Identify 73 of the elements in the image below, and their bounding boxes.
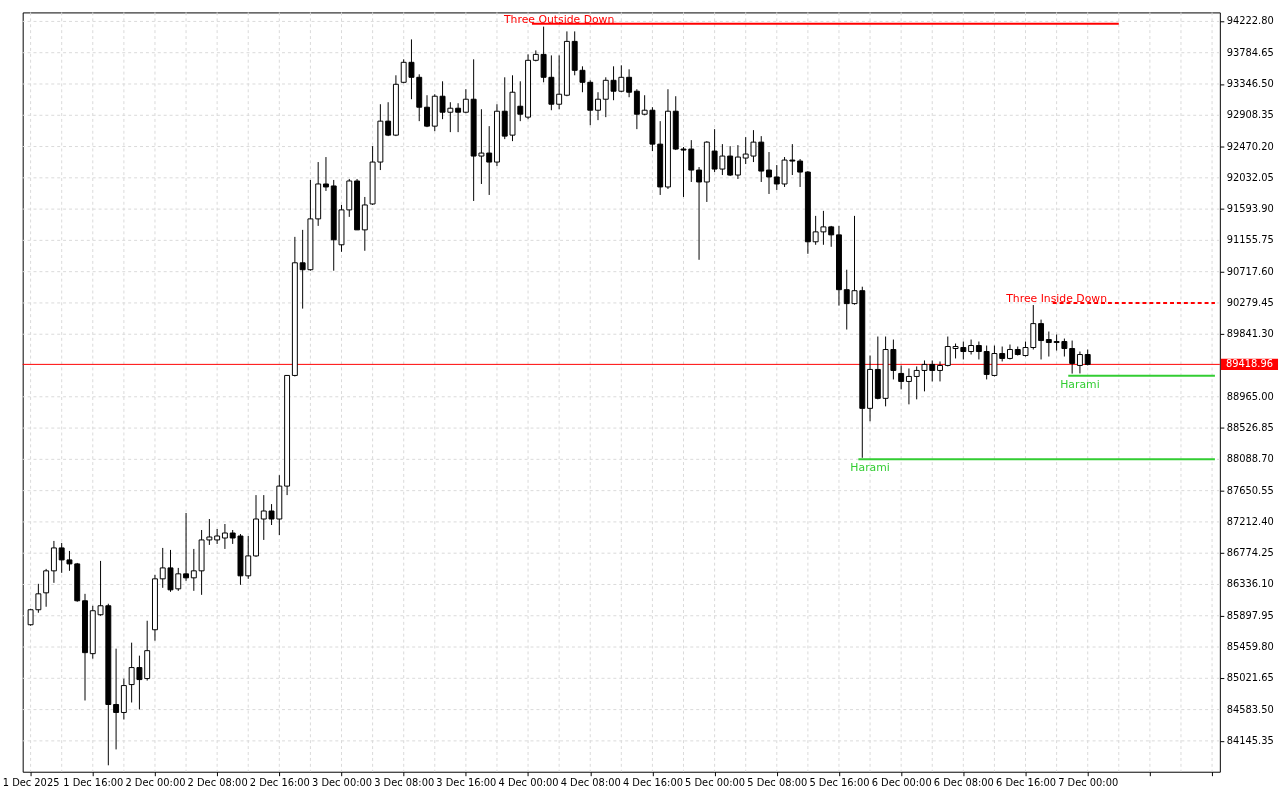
x-tick-label: 5 Dec 16:00 bbox=[809, 777, 870, 789]
candlestick bbox=[1076, 351, 1083, 374]
y-tick-label: 91155.75 bbox=[1226, 234, 1274, 246]
candlestick bbox=[975, 341, 982, 360]
y-tick-label: 85021.65 bbox=[1226, 672, 1274, 684]
candlestick bbox=[322, 156, 329, 192]
x-tick-label: 2 Dec 00:00 bbox=[125, 777, 186, 789]
y-tick-label: 90279.45 bbox=[1226, 296, 1274, 308]
candlestick bbox=[626, 68, 633, 98]
x-tick-label: 2 Dec 16:00 bbox=[249, 777, 310, 789]
x-tick-label: 7 Dec 00:00 bbox=[1058, 777, 1119, 789]
y-tick-label: 93784.65 bbox=[1226, 46, 1274, 58]
x-tick-label: 4 Dec 16:00 bbox=[622, 777, 683, 789]
candlestick bbox=[898, 364, 905, 390]
x-tick-label: 5 Dec 00:00 bbox=[685, 777, 746, 789]
x-tick-label: 4 Dec 08:00 bbox=[560, 777, 621, 789]
candlestick bbox=[113, 648, 120, 750]
candlestick bbox=[727, 145, 734, 177]
y-tick-label: 86336.10 bbox=[1226, 578, 1274, 590]
candlestick bbox=[1038, 319, 1045, 360]
x-tick-label: 1 Dec 2025 bbox=[2, 777, 60, 789]
y-tick-label: 87650.55 bbox=[1226, 484, 1274, 496]
annotation: Three Inside Down bbox=[1005, 291, 1108, 305]
candlestick bbox=[214, 528, 221, 545]
x-tick-label: 6 Dec 08:00 bbox=[933, 777, 994, 789]
candlestick bbox=[797, 158, 804, 188]
y-tick-label: 85897.95 bbox=[1226, 609, 1274, 621]
candlestick bbox=[696, 166, 703, 261]
x-tick-label: 3 Dec 08:00 bbox=[374, 777, 435, 789]
y-tick-label: 94222.80 bbox=[1226, 15, 1274, 27]
candlestick bbox=[43, 568, 50, 608]
y-tick-label: 88965.00 bbox=[1226, 390, 1274, 402]
y-tick-label: 84145.35 bbox=[1226, 734, 1274, 746]
x-tick-label: 3 Dec 00:00 bbox=[311, 777, 373, 789]
y-tick-label: 92032.05 bbox=[1226, 171, 1274, 183]
candlestick bbox=[385, 101, 392, 137]
candlestick bbox=[50, 540, 57, 584]
candlestick bbox=[556, 54, 563, 110]
candlestick bbox=[937, 360, 943, 382]
y-tick-label: 84583.50 bbox=[1226, 703, 1274, 715]
y-tick-label: 88526.85 bbox=[1226, 422, 1274, 434]
candlestick bbox=[1069, 340, 1076, 375]
y-tick-label: 92908.35 bbox=[1226, 109, 1274, 121]
y-tick-label: 88088.70 bbox=[1226, 453, 1274, 465]
x-tick-label: 3 Dec 16:00 bbox=[436, 777, 497, 789]
x-tick-label: 2 Dec 08:00 bbox=[187, 777, 248, 789]
candlestick bbox=[968, 339, 975, 356]
candlestick bbox=[221, 523, 228, 550]
y-tick-label: 91593.90 bbox=[1226, 203, 1274, 215]
annotation: Three Outside Down bbox=[502, 12, 615, 26]
y-tick-label: 93346.50 bbox=[1226, 77, 1274, 89]
annotation: Harami bbox=[1060, 377, 1100, 391]
y-tick-label: 87212.40 bbox=[1226, 515, 1274, 527]
x-tick-label: 1 Dec 16:00 bbox=[63, 777, 124, 789]
x-tick-label: 5 Dec 08:00 bbox=[747, 777, 808, 789]
candlestick bbox=[424, 94, 430, 128]
annotation: Harami bbox=[850, 461, 890, 475]
y-tick-label: 86774.25 bbox=[1226, 547, 1274, 559]
candlestick bbox=[734, 144, 741, 180]
x-tick-label: 4 Dec 00:00 bbox=[498, 777, 559, 789]
candlestick bbox=[633, 88, 640, 130]
x-tick-label: 6 Dec 00:00 bbox=[871, 777, 932, 789]
y-tick-label: 85459.80 bbox=[1226, 640, 1274, 652]
candlestick bbox=[183, 512, 190, 582]
candlestick bbox=[595, 91, 601, 121]
y-tick-label: 90717.60 bbox=[1226, 265, 1274, 277]
ref-line-label: 89418.96 bbox=[1225, 358, 1273, 370]
y-tick-label: 92470.20 bbox=[1226, 140, 1274, 152]
candlestick bbox=[905, 367, 912, 405]
y-tick-label: 89841.30 bbox=[1226, 328, 1274, 340]
candlestick bbox=[455, 102, 462, 133]
x-tick-label: 6 Dec 16:00 bbox=[995, 777, 1057, 789]
candlestick bbox=[766, 151, 772, 195]
